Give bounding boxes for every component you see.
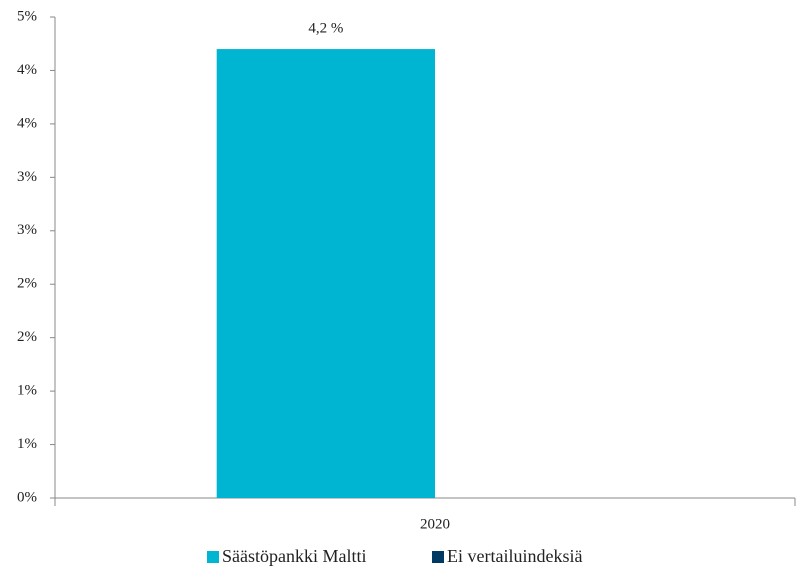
y-tick-label: 2% <box>17 276 37 292</box>
y-tick-label: 3% <box>17 222 37 238</box>
y-tick-label: 1% <box>17 383 37 399</box>
y-tick-label: 4% <box>17 62 37 78</box>
value-label: 4,2 % <box>308 21 343 37</box>
y-tick-label: 2% <box>17 329 37 345</box>
legend-label: Säästöpankki Maltti <box>222 546 366 566</box>
legend-swatch <box>207 551 219 563</box>
y-tick-label: 4% <box>17 115 37 131</box>
bar <box>216 49 435 499</box>
y-tick-label: 0% <box>17 489 37 505</box>
y-tick-label: 1% <box>17 436 37 452</box>
y-tick-label: 3% <box>17 169 37 185</box>
x-tick-label: 2020 <box>420 516 450 532</box>
legend-swatch <box>432 551 444 563</box>
y-tick-label: 5% <box>17 8 37 24</box>
legend-label: Ei vertailuindeksiä <box>447 546 582 566</box>
